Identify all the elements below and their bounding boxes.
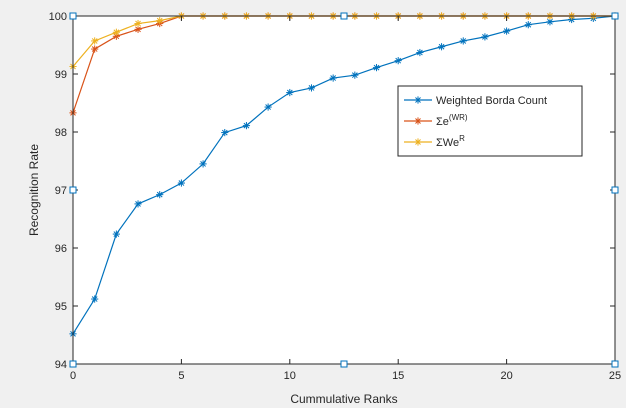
data-point xyxy=(177,179,185,187)
data-point xyxy=(372,64,381,72)
legend-item: Σe(WR) xyxy=(404,113,468,128)
legend-label: Weighted Borda Count xyxy=(436,95,547,107)
legend: Weighted Borda Count Σe(WR) ΣWeR xyxy=(397,85,583,157)
x-tick-label: 25 xyxy=(609,370,621,382)
legend-label: Σe(WR) xyxy=(436,113,468,128)
series-1 xyxy=(69,12,619,338)
data-point xyxy=(156,191,164,199)
y-tick-label: 95 xyxy=(55,301,67,313)
y-tick-label: 99 xyxy=(55,69,67,81)
data-point xyxy=(524,21,532,29)
x-axis-label: Cummulative Ranks xyxy=(290,392,397,406)
anchor-square[interactable] xyxy=(69,12,77,20)
data-point xyxy=(546,18,554,26)
anchor-square[interactable] xyxy=(340,360,348,368)
anchor-square[interactable] xyxy=(69,360,77,368)
data-point xyxy=(134,19,142,28)
y-tick-label: 98 xyxy=(55,127,67,139)
axis-layer: 0 5 10 15 20 25 94 95 96 97 98 99 100 xyxy=(49,11,621,382)
data-point xyxy=(264,103,272,111)
plot-area xyxy=(73,16,615,364)
x-tick-label: 20 xyxy=(500,370,512,382)
data-point xyxy=(503,27,511,35)
data-point xyxy=(156,17,164,25)
data-point xyxy=(416,48,424,57)
anchor-square[interactable] xyxy=(611,186,619,194)
data-point xyxy=(242,122,251,130)
x-tick-label: 10 xyxy=(284,370,296,382)
data-point xyxy=(351,71,359,79)
data-point xyxy=(221,128,229,137)
data-point xyxy=(112,28,120,36)
x-tick-label: 0 xyxy=(70,370,76,382)
data-point xyxy=(459,37,467,45)
data-point xyxy=(112,230,120,238)
data-point xyxy=(91,37,99,45)
series-line xyxy=(72,15,616,335)
data-point xyxy=(199,160,207,168)
anchor-square[interactable] xyxy=(69,186,77,194)
data-point xyxy=(134,200,142,208)
y-tick-label: 97 xyxy=(55,185,67,197)
data-point xyxy=(394,57,402,65)
y-tick-label: 100 xyxy=(49,11,67,23)
data-point xyxy=(134,25,142,33)
legend-marker xyxy=(414,138,422,146)
x-tick-label: 15 xyxy=(392,370,404,382)
legend-marker xyxy=(414,117,422,125)
data-point xyxy=(481,33,489,41)
y-tick-label: 96 xyxy=(55,243,67,255)
data-point xyxy=(91,45,99,53)
legend-item: Weighted Borda Count xyxy=(404,95,547,107)
legend-item: ΣWeR xyxy=(404,134,465,149)
anchor-square[interactable] xyxy=(340,12,348,20)
x-tick-label: 5 xyxy=(178,370,184,382)
data-point xyxy=(286,88,294,97)
data-point xyxy=(91,295,99,303)
y-axis-label: Recognition Rate xyxy=(27,144,41,236)
data-point xyxy=(329,74,337,82)
data-point xyxy=(437,43,446,51)
data-tip-anchors xyxy=(69,12,619,368)
y-tick-label: 94 xyxy=(55,359,67,371)
legend-marker xyxy=(414,96,422,104)
anchor-square[interactable] xyxy=(611,360,619,368)
data-point xyxy=(307,84,316,92)
anchor-square[interactable] xyxy=(611,12,619,20)
legend-label: ΣWeR xyxy=(436,134,465,149)
